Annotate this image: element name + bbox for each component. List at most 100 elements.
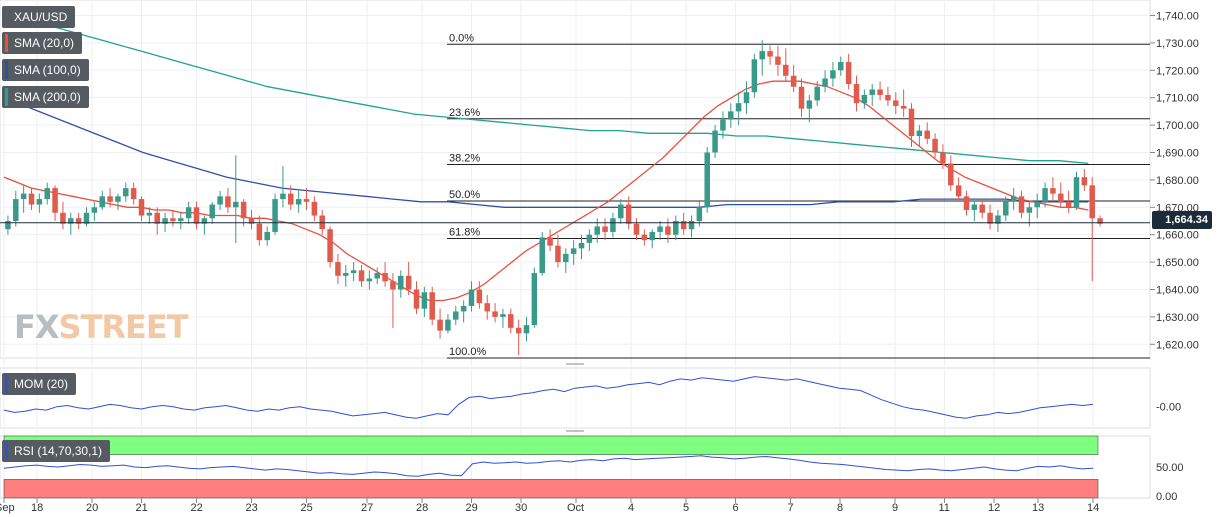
candle-body <box>492 311 498 317</box>
candle-body <box>610 218 616 232</box>
x-tick-label: 5 <box>683 502 689 514</box>
candle-body <box>845 62 852 84</box>
candle-body <box>256 223 263 241</box>
candle-body <box>869 89 875 95</box>
candle-body <box>680 220 687 230</box>
legend-sma200[interactable]: SMA (200,0) <box>2 86 89 108</box>
legend-mom[interactable]: MOM (20) <box>2 373 76 395</box>
legend-symbol[interactable]: XAU/USD <box>2 6 76 28</box>
candle-body <box>374 273 380 279</box>
candle-body <box>75 218 82 224</box>
candle-body <box>1003 201 1009 216</box>
candle-body <box>468 289 475 306</box>
candle-body <box>798 86 805 109</box>
legend-sma20-label: SMA (20,0) <box>14 36 75 50</box>
legend-rsi[interactable]: RSI (14,70,30,1) <box>2 440 111 462</box>
candle-body <box>508 314 514 328</box>
candle-body <box>830 70 836 79</box>
candle-body <box>154 212 160 224</box>
candle-body <box>429 292 435 320</box>
candle-body <box>790 75 797 87</box>
candle-body <box>649 231 655 241</box>
candle-body <box>1050 188 1056 194</box>
x-tick-label: Oct <box>567 502 584 514</box>
x-tick-label: 21 <box>136 502 148 514</box>
candle-body <box>515 327 522 334</box>
candle-body <box>853 83 860 104</box>
candle-body <box>272 199 278 232</box>
sma20-swatch <box>5 34 8 52</box>
candle-body <box>751 59 758 93</box>
fib-label: 100.0% <box>449 346 487 358</box>
rsi-swatch <box>5 442 8 460</box>
candle-body <box>885 94 891 101</box>
candle-body <box>932 138 938 153</box>
legend-sma100[interactable]: SMA (100,0) <box>2 59 89 81</box>
candle-body <box>295 199 302 205</box>
candle-body <box>130 188 137 200</box>
candle-body <box>759 51 765 60</box>
candle-body <box>193 207 200 224</box>
candle-body <box>1034 201 1040 208</box>
candle-body <box>861 94 868 104</box>
candle-body <box>696 207 703 221</box>
candle-body <box>570 248 577 254</box>
candle-body <box>948 163 954 186</box>
legend-sma20[interactable]: SMA (20,0) <box>2 32 83 54</box>
candle-body <box>531 273 538 326</box>
candle-body <box>728 111 734 120</box>
candle-body <box>1010 196 1017 202</box>
candle-body <box>523 325 530 334</box>
candle-body <box>806 100 813 109</box>
legend-rsi-label: RSI (14,70,30,1) <box>14 444 103 458</box>
candle-body <box>91 207 98 213</box>
candle-body <box>704 152 710 208</box>
candle-body <box>413 289 420 309</box>
candle-body <box>178 218 184 221</box>
sma100-swatch <box>5 61 8 79</box>
y-tick-label: 1,700.00 <box>1156 120 1199 132</box>
y-tick-label: 1,710.00 <box>1156 93 1199 105</box>
candle-body <box>563 253 569 263</box>
rsi-oversold-zone <box>3 479 1099 499</box>
x-tick-label: 8 <box>837 502 843 514</box>
fib-label: 23.6% <box>449 107 480 119</box>
candle-body <box>303 199 310 202</box>
y-tick-label: 1,730.00 <box>1156 38 1199 50</box>
candle-body <box>138 199 145 216</box>
y-tick-label: 1,740.00 <box>1156 10 1199 22</box>
fib-label: 61.8% <box>449 227 480 239</box>
candle-body <box>445 319 451 331</box>
candle-body <box>288 193 294 205</box>
candle-body <box>735 103 742 112</box>
candle-body <box>814 86 820 101</box>
candle-body <box>350 270 357 274</box>
candle-body <box>36 199 43 205</box>
candle-body <box>995 215 1001 224</box>
candle-body <box>405 275 412 290</box>
candle-body <box>1058 193 1064 202</box>
candle-body <box>248 218 255 224</box>
y-tick-label: 1,680.00 <box>1156 175 1199 187</box>
x-tick-label: 13 <box>1032 502 1044 514</box>
rsi-line <box>3 455 1094 477</box>
candle-body <box>83 212 90 224</box>
candle-body <box>358 270 365 282</box>
candle-body <box>712 130 718 153</box>
candle-body <box>343 273 349 276</box>
y-tick-label: 1,620.00 <box>1156 339 1199 351</box>
rsi-overbought-zone <box>3 435 1099 455</box>
candle-body <box>908 108 915 137</box>
candle-body <box>602 226 608 232</box>
candle-body <box>327 229 333 263</box>
candle-body <box>955 185 962 197</box>
candle-body <box>170 218 176 221</box>
legend-sma100-label: SMA (100,0) <box>14 63 81 77</box>
candle-body <box>767 51 773 57</box>
sma20-line <box>3 80 1089 302</box>
x-tick-label: 11 <box>939 502 950 514</box>
candle-body <box>123 188 129 197</box>
candle-body <box>618 204 624 219</box>
x-tick-label: 29 <box>466 502 478 514</box>
